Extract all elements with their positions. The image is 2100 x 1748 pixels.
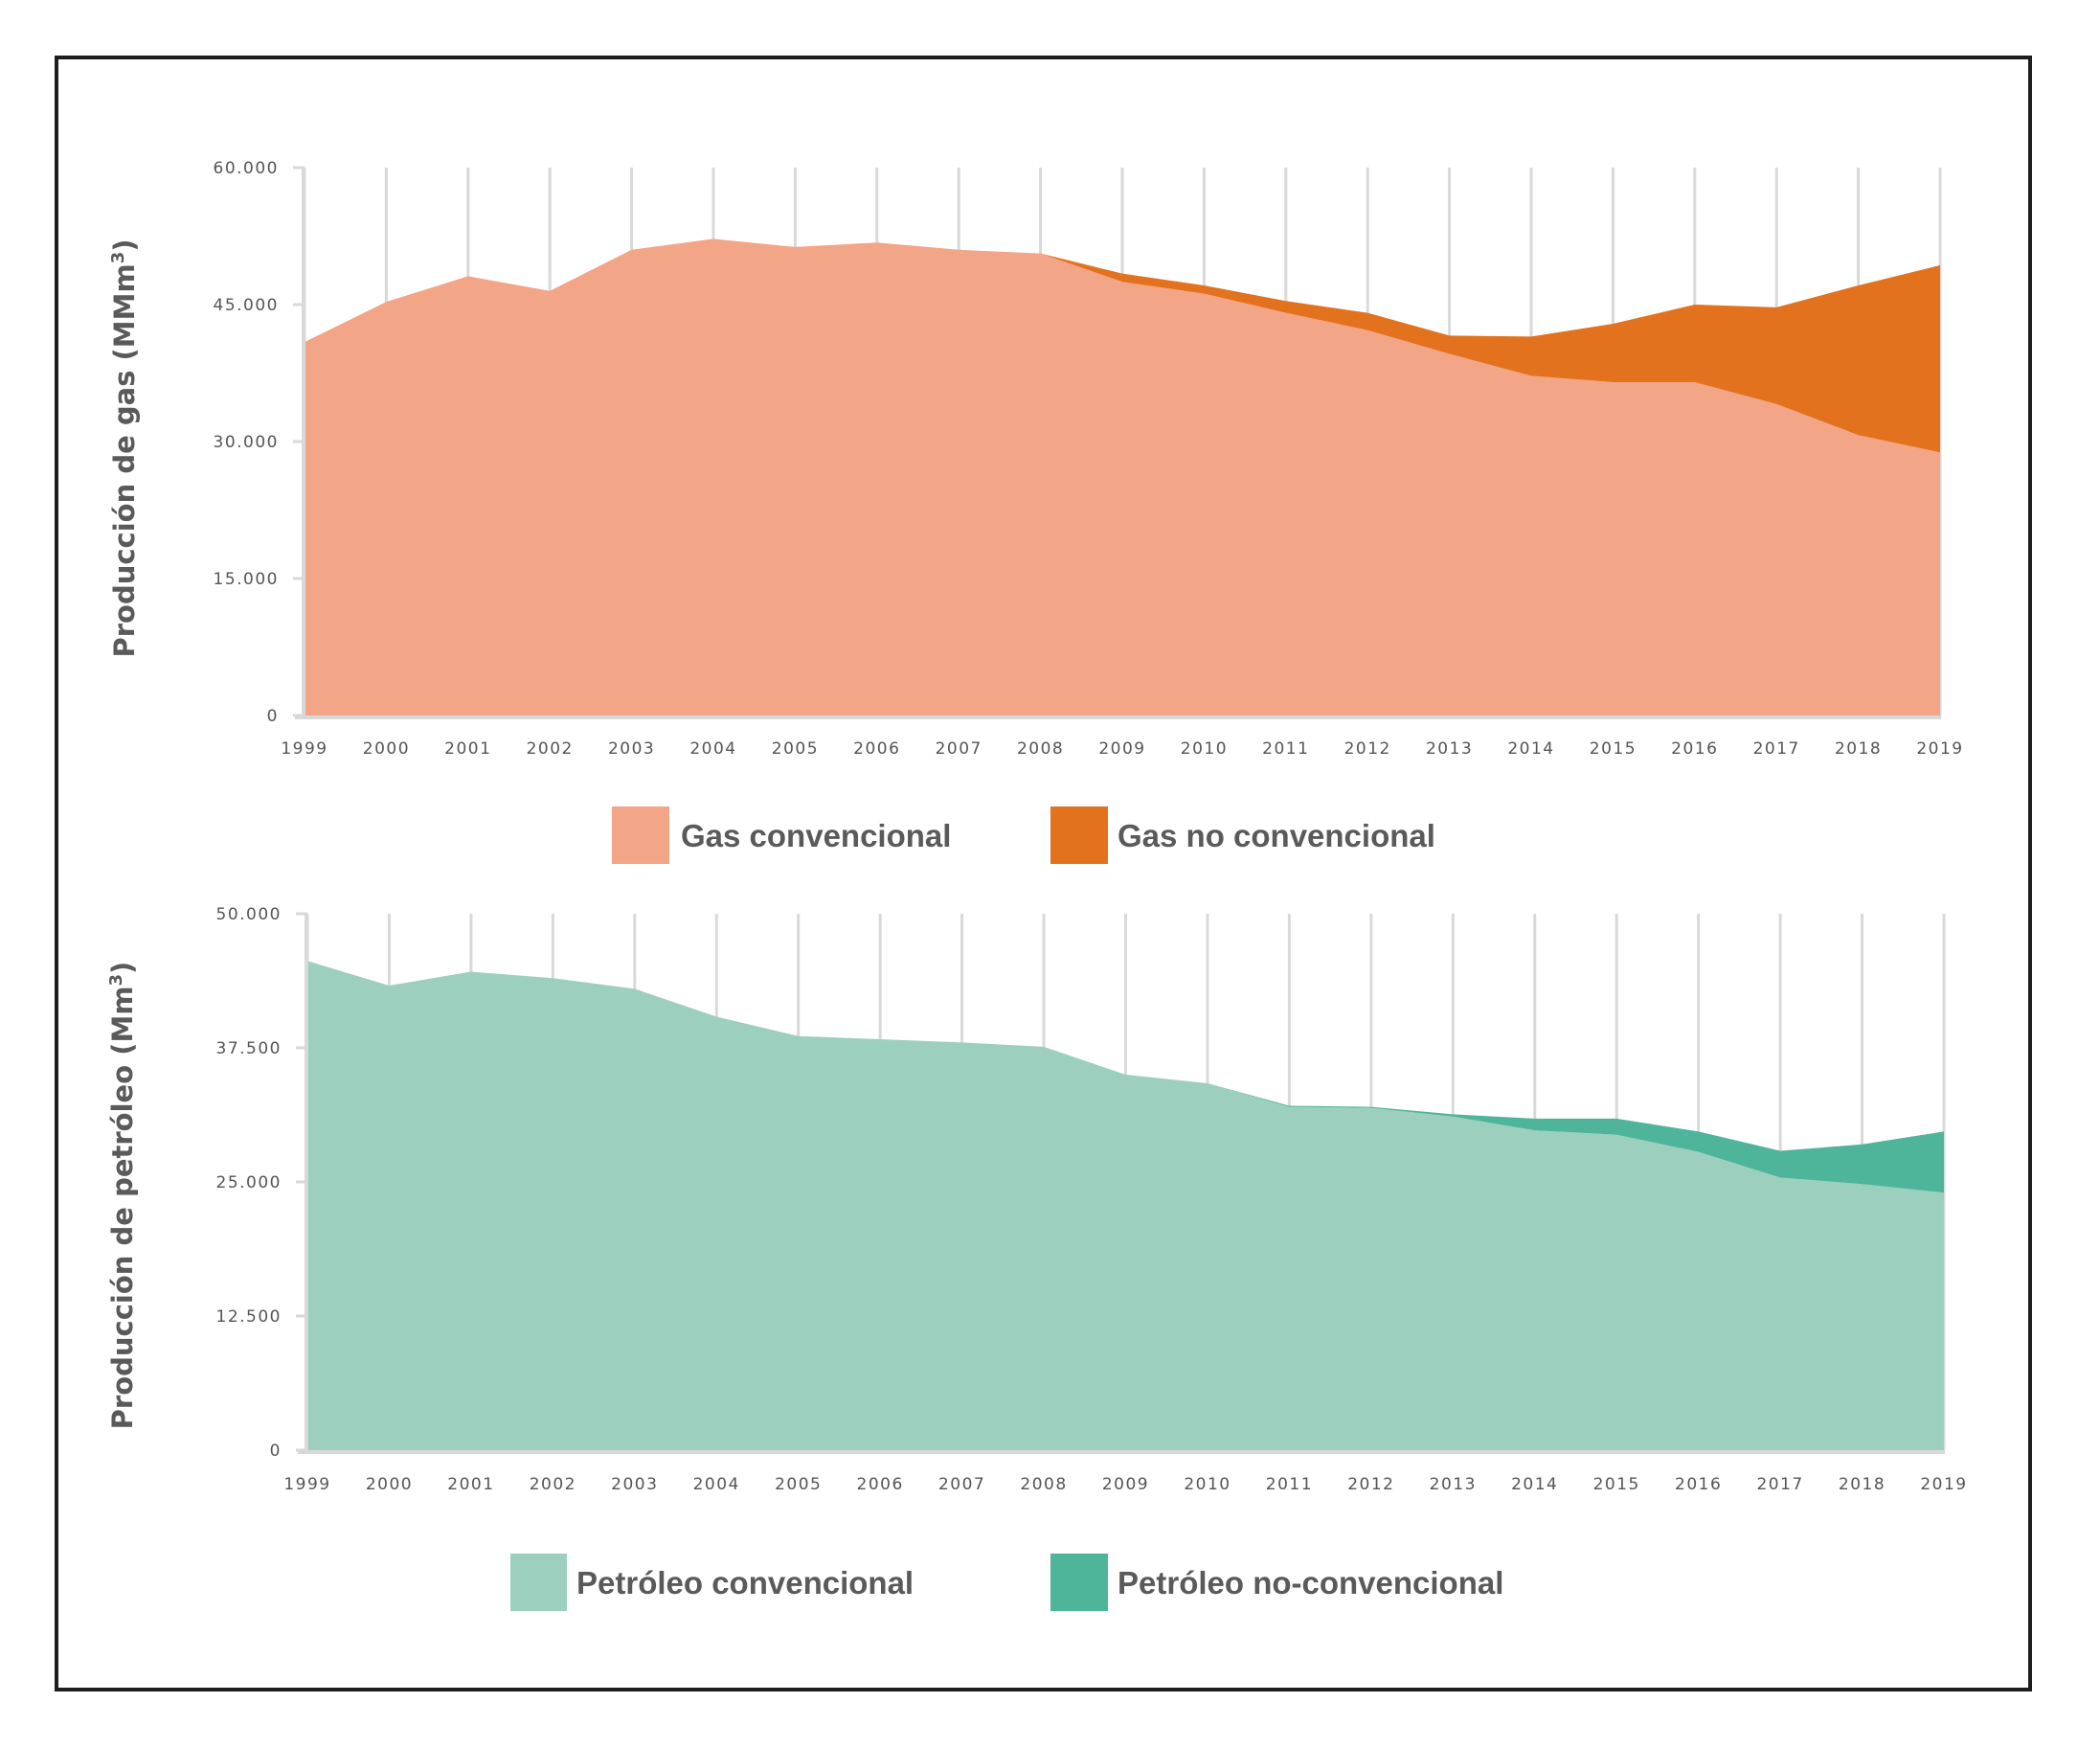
legend-swatch-gas-convencional — [612, 806, 669, 864]
oil-x-tick-label: 2006 — [857, 1475, 904, 1494]
gas-x-tick-label: 2010 — [1181, 739, 1228, 759]
area-petroleo-no-convencional — [307, 961, 1944, 1193]
oil-x-tick-label: 2010 — [1184, 1475, 1231, 1494]
legend-swatch-gas-no-convencional — [1050, 806, 1108, 864]
area-gas-no-convencional — [305, 238, 1940, 453]
gas-x-tick-label: 2016 — [1671, 739, 1718, 759]
gas-x-tick-label: 2001 — [444, 739, 491, 759]
oil-x-tick-label: 2004 — [693, 1475, 740, 1494]
gas-x-tick-label: 2006 — [853, 739, 900, 759]
oil-x-tick-label: 2016 — [1675, 1475, 1722, 1494]
oil-x-tick-label: 2003 — [611, 1475, 658, 1494]
gas-x-tick-label: 2019 — [1916, 739, 1963, 759]
gas-production-chart: 0 15.000 30.000 45.000 60.000 1999 2000 2001 20… — [108, 159, 1963, 864]
gas-x-tick-label: 2015 — [1590, 739, 1637, 759]
oil-x-tick-label: 2005 — [775, 1475, 822, 1494]
oil-x-tick-label: 1999 — [283, 1475, 330, 1494]
oil-x-tick-label: 2015 — [1593, 1475, 1640, 1494]
oil-x-tick-label: 2008 — [1020, 1475, 1067, 1494]
oil-y-tick-label: 25.000 — [216, 1173, 282, 1192]
oil-x-tick-label: 2009 — [1102, 1475, 1149, 1494]
gas-y-tick-label: 0 — [267, 707, 279, 726]
oil-x-tick-label: 2014 — [1511, 1475, 1558, 1494]
oil-x-tick-label: 2000 — [366, 1475, 413, 1494]
gas-x-tick-label: 2000 — [363, 739, 410, 759]
legend-label-gas-no-convencional: Gas no convencional — [1118, 818, 1435, 853]
oil-x-tick-label: 2001 — [447, 1475, 494, 1494]
gas-x-tick-label: 2009 — [1098, 739, 1145, 759]
gas-y-tick-label: 60.000 — [214, 159, 279, 178]
oil-x-tick-label: 2002 — [530, 1475, 576, 1494]
oil-x-tick-label: 2019 — [1920, 1475, 1967, 1494]
gas-areas — [305, 238, 1940, 715]
gas-x-tick-label: 2017 — [1753, 739, 1800, 759]
gas-x-tick-labels: 1999 2000 2001 2002 2003 2004 2005 2006 2007 2008… — [281, 739, 1963, 759]
oil-x-tick-label: 2018 — [1839, 1475, 1885, 1494]
gas-y-tick-label: 45.000 — [214, 296, 279, 315]
oil-areas — [307, 961, 1944, 1450]
gas-y-tick-labels: 0 15.000 30.000 45.000 60.000 — [214, 159, 305, 726]
gas-x-tick-label: 2004 — [689, 739, 736, 759]
gas-x-tick-label: 2011 — [1262, 739, 1309, 759]
oil-x-tick-label: 2011 — [1266, 1475, 1313, 1494]
gas-x-tick-label: 2003 — [608, 739, 655, 759]
oil-x-tick-labels: 1999 2000 2001 2002 2003 2004 2005 2006 2007 2008… — [283, 1475, 1967, 1494]
oil-y-tick-label: 0 — [270, 1442, 282, 1461]
oil-legend: Petróleo convencional Petróleo no-conven… — [510, 1554, 1503, 1611]
chart-frame — [55, 56, 2032, 1691]
gas-x-tick-label: 2007 — [936, 739, 982, 759]
gas-x-tick-label: 1999 — [281, 739, 327, 759]
legend-label-petroleo-convencional: Petróleo convencional — [576, 1565, 914, 1600]
legend-label-petroleo-no-convencional: Petróleo no-convencional — [1118, 1565, 1503, 1600]
oil-y-tick-label: 12.500 — [216, 1307, 282, 1327]
gas-y-tick-label: 30.000 — [214, 433, 279, 452]
oil-y-tick-label: 50.000 — [216, 905, 282, 924]
area-gas-convencional — [305, 238, 1940, 715]
gas-x-tick-label: 2008 — [1017, 739, 1064, 759]
gas-x-tick-label: 2012 — [1344, 739, 1391, 759]
area-petroleo-convencional — [307, 961, 1944, 1450]
legend-label-gas-convencional: Gas convencional — [681, 818, 951, 853]
oil-y-axis-label: Producción de petróleo (Mm3) — [106, 962, 139, 1430]
oil-x-tick-label: 2017 — [1756, 1475, 1803, 1494]
gas-legend: Gas convencional Gas no convencional — [612, 806, 1435, 864]
oil-x-tick-label: 2012 — [1347, 1475, 1394, 1494]
gas-x-tick-label: 2014 — [1507, 739, 1554, 759]
oil-y-tick-labels: 0 12.500 25.000 37.500 50.000 — [216, 905, 307, 1461]
legend-swatch-petroleo-convencional — [510, 1554, 567, 1611]
gas-y-axis-label: Producción de gas (MMm3) — [108, 238, 141, 657]
oil-production-chart: 0 12.500 25.000 37.500 50.000 1999 2000 2001 20… — [106, 905, 1967, 1611]
gas-x-tick-label: 2005 — [772, 739, 819, 759]
legend-swatch-petroleo-no-convencional — [1050, 1554, 1108, 1611]
oil-y-tick-label: 37.500 — [216, 1039, 282, 1058]
gas-y-tick-label: 15.000 — [214, 570, 279, 589]
gas-x-tick-label: 2018 — [1835, 739, 1882, 759]
gas-x-tick-label: 2013 — [1426, 739, 1473, 759]
oil-x-tick-label: 2007 — [938, 1475, 985, 1494]
gas-x-tick-label: 2002 — [527, 739, 574, 759]
oil-x-tick-label: 2013 — [1430, 1475, 1477, 1494]
